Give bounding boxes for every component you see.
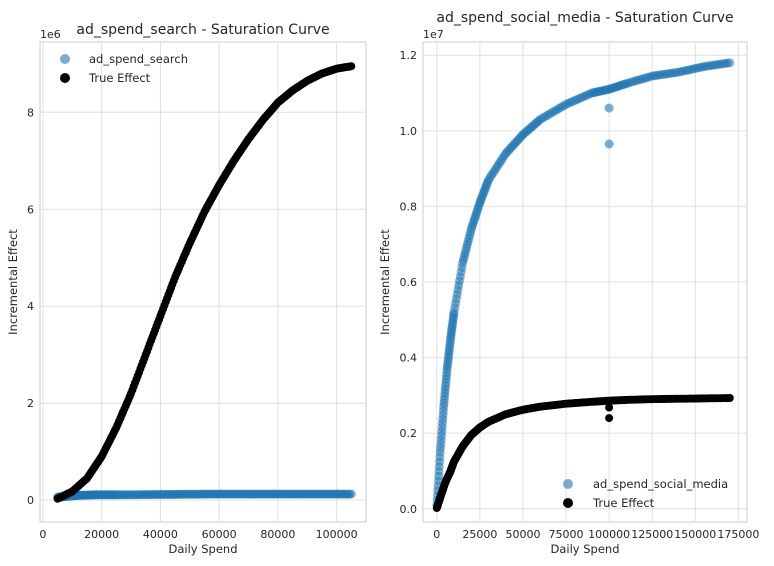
y-tick-label: 0.8 <box>400 200 418 213</box>
data-point <box>604 103 614 113</box>
legend: ad_spend_search True Effect <box>60 52 188 85</box>
y-tick-label: 8 <box>27 106 34 119</box>
x-tick-label: 50000 <box>505 528 540 541</box>
x-tick-label: 100000 <box>588 528 630 541</box>
y-ticks: 0 2 4 6 8 <box>27 106 34 507</box>
series-true-effect <box>432 394 734 512</box>
y-tick-label: 0 <box>27 494 34 507</box>
data-point <box>605 403 614 412</box>
legend-marker-ad-spend-social-media <box>563 479 573 489</box>
chart-social-media: ad_spend_social_media - Saturation Curve… <box>378 10 759 556</box>
series-true-effect <box>53 62 356 503</box>
data-point <box>347 62 356 71</box>
x-tick-label: 125000 <box>631 528 673 541</box>
legend-marker-true-effect <box>563 498 573 508</box>
legend-label-true-effect: True Effect <box>88 71 151 85</box>
x-tick-label: 80000 <box>260 528 295 541</box>
data-point <box>605 414 614 423</box>
y-offset-label: 1e7 <box>423 28 444 41</box>
chart-title: ad_spend_social_media - Saturation Curve <box>436 10 733 26</box>
x-tick-label: 60000 <box>202 528 237 541</box>
x-tick-label: 175000 <box>717 528 759 541</box>
x-tick-label: 100000 <box>316 528 358 541</box>
y-tick-label: 0.2 <box>400 427 418 440</box>
grid <box>423 42 747 522</box>
y-tick-label: 6 <box>27 203 34 216</box>
plot-area <box>39 41 367 523</box>
x-tick-label: 25000 <box>462 528 497 541</box>
data-point <box>604 139 614 149</box>
legend-marker-true-effect <box>60 73 70 83</box>
y-offset-label: 1e6 <box>40 28 61 41</box>
y-tick-label: 0.4 <box>400 352 418 365</box>
series-layer <box>53 62 356 503</box>
chart-title: ad_spend_search - Saturation Curve <box>76 22 329 38</box>
x-tick-label: 0 <box>39 528 46 541</box>
legend: ad_spend_social_media True Effect <box>563 477 728 510</box>
x-axis-label: Daily Spend <box>168 542 237 556</box>
legend-label-true-effect: True Effect <box>592 496 655 510</box>
legend-label-ad-spend-social-media: ad_spend_social_media <box>593 477 728 491</box>
y-tick-label: 4 <box>27 300 34 313</box>
series-layer <box>432 58 735 512</box>
y-tick-label: 0.0 <box>400 503 418 516</box>
y-tick-label: 2 <box>27 397 34 410</box>
y-axis-label: Incremental Effect <box>378 229 392 335</box>
x-tick-label: 150000 <box>674 528 716 541</box>
y-tick-label: 1.2 <box>400 49 418 62</box>
chart-search: ad_spend_search - Saturation Curve 1e6 0… <box>6 22 367 556</box>
x-tick-label: 0 <box>433 528 440 541</box>
y-tick-label: 1.0 <box>400 125 418 138</box>
legend-label-ad-spend-search: ad_spend_search <box>89 52 188 66</box>
x-tick-label: 75000 <box>549 528 584 541</box>
data-point <box>725 394 734 402</box>
data-point <box>346 489 356 499</box>
x-tick-label: 40000 <box>143 528 178 541</box>
data-point <box>725 58 735 68</box>
x-ticks: 0 25000 50000 75000 100000 125000 150000 175000 <box>433 528 759 541</box>
y-axis-label: Incremental Effect <box>6 229 20 335</box>
y-ticks: 0.0 0.2 0.4 0.6 0.8 1.0 1.2 <box>400 49 418 516</box>
x-tick-label: 20000 <box>84 528 119 541</box>
grid <box>40 42 366 522</box>
series-ad-spend-social-media <box>432 58 735 510</box>
x-ticks: 0 20000 40000 60000 80000 100000 <box>39 528 357 541</box>
y-tick-label: 0.6 <box>400 276 418 289</box>
legend-marker-ad-spend-search <box>60 54 70 64</box>
x-axis-label: Daily Spend <box>550 542 619 556</box>
